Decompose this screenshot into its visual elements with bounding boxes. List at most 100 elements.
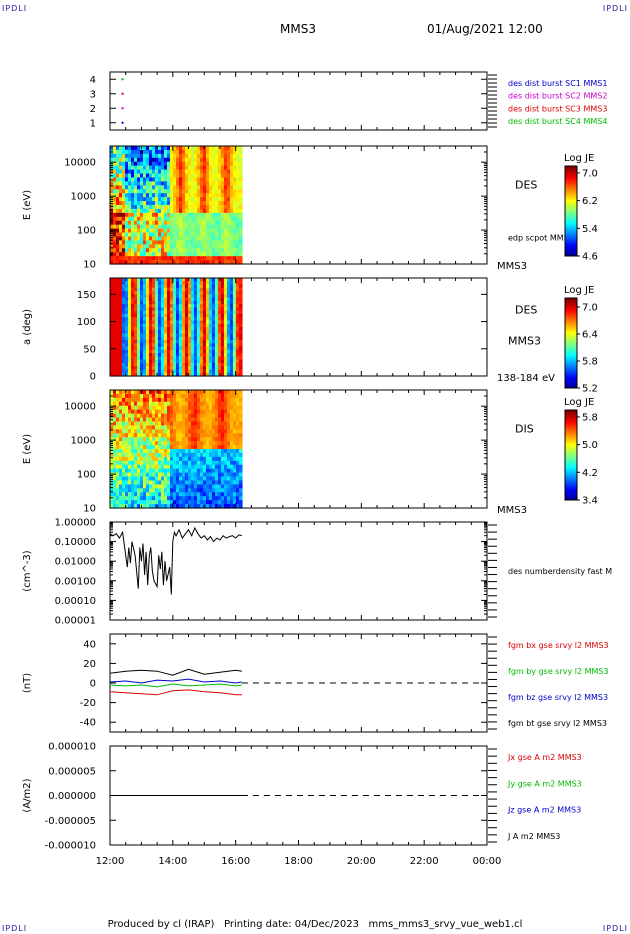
des_pitch-cell — [110, 336, 114, 341]
des_pitch-cell — [151, 287, 156, 292]
dis_energy-cell — [205, 449, 210, 454]
dis_energy-cell — [232, 393, 237, 399]
dis_energy-cell — [229, 437, 234, 442]
des_energy-cell — [172, 169, 177, 175]
des_pitch-cell — [157, 320, 162, 325]
des_energy-label-bottom: MMS3 — [497, 261, 527, 272]
dis_energy-cell — [121, 472, 126, 478]
dis_energy-cell — [184, 456, 189, 462]
density-ytick-label: 0.00001 — [55, 616, 96, 627]
des_energy-cell — [112, 201, 117, 206]
des_energy-cell — [127, 173, 132, 179]
dis_energy-cell — [118, 393, 123, 399]
des_energy-cell — [190, 165, 195, 171]
des_energy-cell — [151, 208, 156, 214]
des_pitch-cell — [211, 278, 216, 282]
dis_energy-cell — [193, 437, 198, 442]
dis_energy-cell — [175, 441, 180, 446]
des_energy-cell — [121, 240, 126, 245]
des_pitch-cell — [202, 343, 207, 348]
dis_energy-cell — [166, 472, 171, 478]
des_energy-cell — [110, 169, 114, 175]
dis_energy-cell — [229, 488, 234, 493]
des_energy-cell — [175, 161, 180, 167]
dis_energy-cell — [235, 429, 240, 434]
dis_energy-cell — [235, 425, 240, 430]
des_pitch-cell — [118, 343, 123, 348]
des_energy-cell — [169, 244, 174, 249]
dis_energy-cell — [184, 460, 189, 466]
des_energy-cell — [142, 177, 147, 182]
des_energy-cell — [220, 252, 225, 257]
dis_energy-cell — [172, 433, 177, 438]
dis_energy-cell — [145, 452, 150, 458]
dis_energy-cell — [172, 417, 177, 423]
dis_energy-cell — [127, 472, 132, 478]
dis_energy-cell — [238, 504, 243, 509]
des_energy-cell — [232, 157, 237, 163]
dis_energy-cell — [223, 468, 228, 474]
dis_energy-cell — [163, 496, 168, 501]
des_energy-cell — [154, 208, 159, 214]
dis_energy-cell — [196, 421, 201, 426]
des_energy-cell — [145, 153, 150, 159]
des_pitch-cell — [205, 317, 210, 322]
dis_energy-cell — [202, 472, 207, 478]
dis_energy-cell — [121, 449, 126, 454]
des_pitch-cell — [145, 291, 150, 295]
des_energy-cell — [235, 244, 240, 249]
dis_energy-cell — [238, 449, 243, 454]
des_energy-cell — [193, 189, 198, 194]
des_energy-cell — [214, 153, 219, 159]
dis_energy-cell — [148, 405, 153, 411]
dis_energy-cell — [205, 417, 210, 423]
des_pitch-cell — [181, 327, 186, 331]
des_pitch-cell — [208, 362, 213, 367]
dis_energy-cell — [214, 484, 219, 489]
dis_energy-cell — [205, 496, 210, 501]
dis_energy-cell — [133, 480, 138, 485]
des_pitch-cell — [148, 281, 153, 286]
dis_energy-cell — [136, 480, 141, 485]
des_pitch-cell — [190, 313, 195, 318]
dis_energy-cell — [235, 496, 240, 501]
des_pitch-cell — [157, 297, 162, 302]
dis_energy-cell — [217, 476, 222, 482]
des_pitch-cell — [110, 356, 114, 361]
dis_energy-cell — [190, 460, 195, 466]
dis_energy-cell — [112, 429, 117, 434]
dis_energy-cell — [226, 433, 231, 438]
des_energy-cell — [190, 240, 195, 245]
des_pitch-cell — [202, 340, 207, 344]
des_energy-cell — [160, 216, 165, 222]
des_pitch-cell — [163, 343, 168, 348]
dis_energy-colorbar-swatch — [565, 446, 577, 449]
des_energy-cell — [178, 201, 183, 206]
des_energy-cell — [145, 165, 150, 171]
des_pitch-cell — [202, 372, 207, 377]
des_pitch-cell — [223, 372, 228, 377]
des_pitch-cell — [115, 353, 120, 357]
des_pitch-cell — [160, 307, 165, 312]
des_pitch-colorbar-swatch — [565, 385, 577, 389]
des_energy-cell — [205, 236, 210, 241]
des_pitch-cell — [187, 327, 192, 331]
des_energy-cell — [151, 149, 156, 155]
des_energy-cell — [178, 220, 183, 226]
des_pitch-cell — [115, 330, 120, 335]
des_pitch-cell — [148, 310, 153, 315]
des_energy-cell — [157, 220, 162, 226]
des_pitch-cell — [124, 340, 129, 344]
des_pitch-cell — [145, 340, 150, 344]
des_pitch-cell — [232, 281, 237, 286]
dis_energy-cell — [223, 401, 228, 407]
des_pitch-cell — [145, 330, 150, 335]
des_energy-cell — [235, 165, 240, 171]
des_pitch-cell — [229, 343, 234, 348]
des_pitch-cell — [205, 369, 210, 374]
dis_energy-colorbar-swatch — [565, 450, 577, 454]
dis_energy-cell — [217, 405, 222, 411]
des_energy-cell — [133, 240, 138, 245]
dis_energy-cell — [178, 425, 183, 430]
des_energy-cell — [169, 197, 174, 202]
